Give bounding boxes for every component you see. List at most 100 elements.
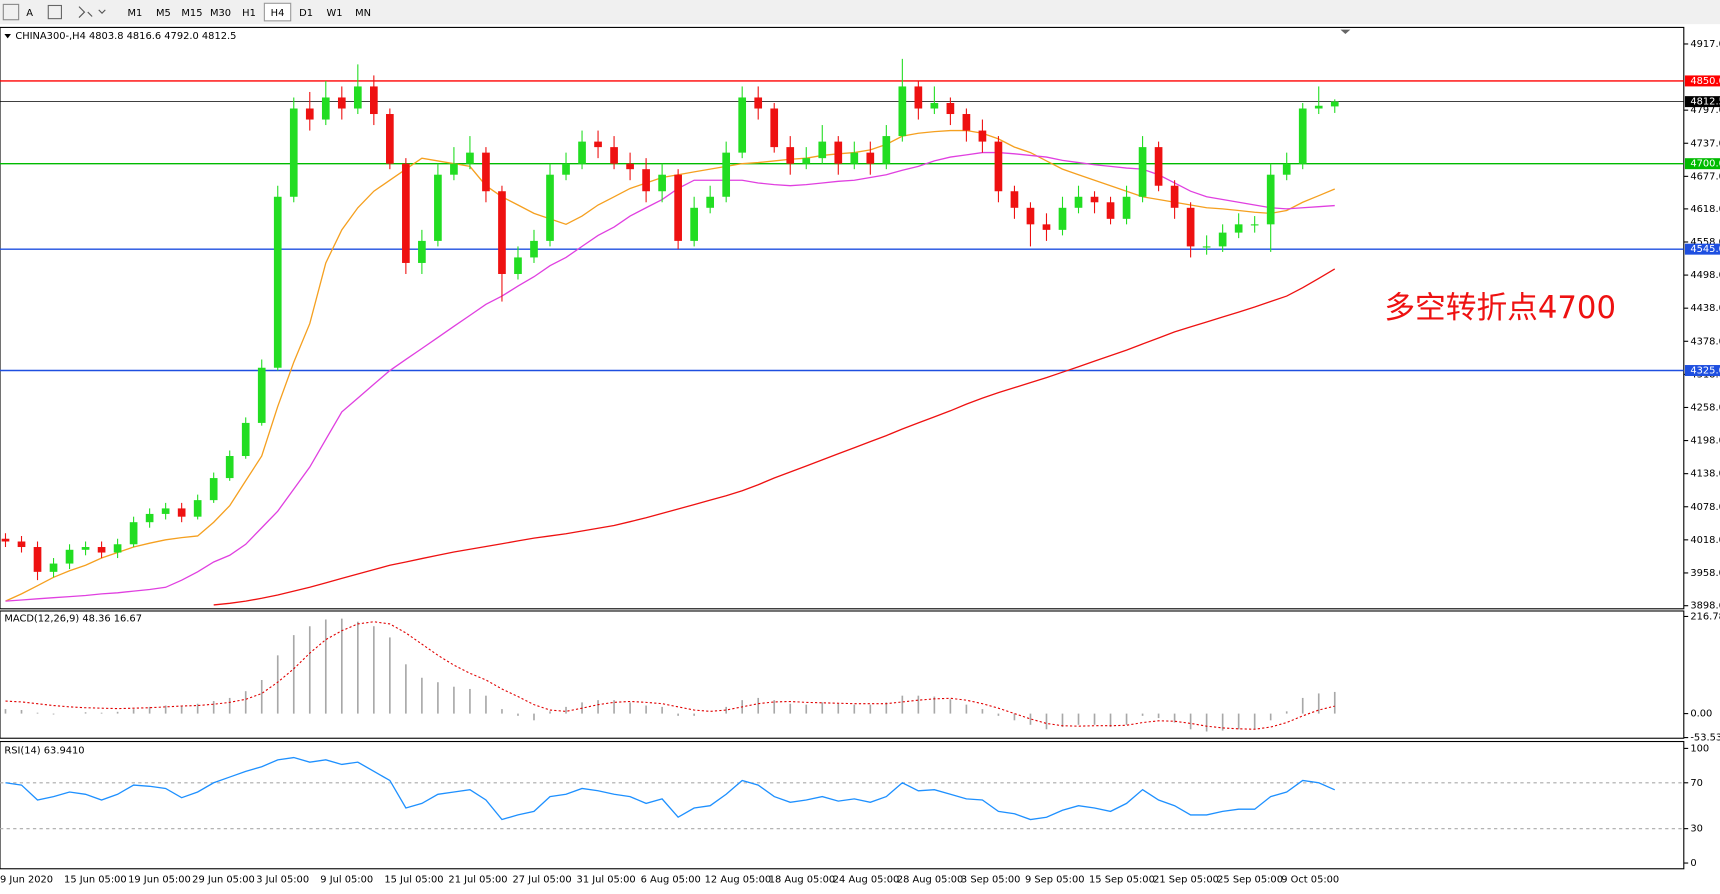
timeframe-button[interactable] bbox=[349, 3, 377, 21]
candle-body bbox=[1042, 224, 1051, 230]
candle-body bbox=[530, 240, 538, 258]
y-tick-label: 4737.0 bbox=[1690, 138, 1720, 149]
y-tick-label: 4797.0 bbox=[1690, 105, 1720, 116]
y-tick-label: -53.53 bbox=[1690, 733, 1720, 744]
candle-body bbox=[353, 86, 362, 109]
candle-body bbox=[706, 196, 714, 208]
timeframe-button[interactable] bbox=[292, 3, 320, 21]
candle-body bbox=[1026, 207, 1035, 225]
timeframe-button[interactable] bbox=[178, 3, 206, 21]
y-tick-label: 4018.0 bbox=[1690, 535, 1720, 546]
candle-body bbox=[402, 163, 410, 263]
x-tick-label: 9 Oct 05:00 bbox=[1281, 875, 1339, 886]
candle-body bbox=[450, 163, 458, 175]
candle-body bbox=[81, 547, 90, 550]
candle-body bbox=[626, 163, 634, 170]
candle-body bbox=[33, 547, 42, 572]
candle-body bbox=[321, 97, 330, 120]
moving-average bbox=[5, 129, 1336, 602]
macd-title: MACD(12,26,9) 48.36 16.67 bbox=[4, 614, 142, 625]
candle-body bbox=[17, 541, 26, 548]
timeframe-button[interactable] bbox=[121, 3, 149, 21]
y-tick-label: 4078.0 bbox=[1690, 502, 1720, 513]
x-tick-label: 31 Jul 05:00 bbox=[577, 875, 636, 886]
timeframe-button[interactable] bbox=[235, 3, 263, 21]
timeframe-label[interactable]: H4 bbox=[271, 8, 285, 19]
candle-body bbox=[1122, 196, 1131, 219]
timeframe-button[interactable] bbox=[207, 3, 234, 21]
price-tag bbox=[1684, 96, 1720, 108]
price-tag-label: 4812.5 bbox=[1690, 97, 1720, 108]
candle-body bbox=[946, 102, 955, 115]
candle-body bbox=[802, 158, 811, 164]
candle-body bbox=[1138, 147, 1147, 197]
candle-body bbox=[1186, 207, 1195, 247]
timeframe-label[interactable]: M1 bbox=[128, 8, 143, 19]
timeframe-button[interactable] bbox=[150, 3, 177, 21]
x-tick-label: 27 Jul 05:00 bbox=[512, 875, 571, 886]
price-tag bbox=[1684, 75, 1720, 87]
x-tick-label: 3 Jul 05:00 bbox=[256, 875, 309, 886]
annotation: 多空转折点4700 bbox=[1384, 290, 1616, 326]
candle-body bbox=[786, 147, 795, 164]
candle-body bbox=[1090, 196, 1099, 203]
candle-body bbox=[1170, 185, 1179, 208]
label-tool[interactable] bbox=[47, 4, 62, 20]
x-tick-label: 24 Aug 05:00 bbox=[833, 875, 899, 886]
candle-body bbox=[113, 544, 122, 553]
candle-body bbox=[850, 152, 859, 164]
candle-body bbox=[1250, 224, 1259, 226]
timeframe-label[interactable]: MN bbox=[355, 8, 371, 19]
y-tick-label: 4558.0 bbox=[1690, 237, 1720, 248]
candle-body bbox=[594, 141, 602, 148]
candle-body bbox=[818, 141, 827, 159]
candle-body bbox=[754, 97, 763, 109]
chart-title: CHINA300-,H4 4803.8 4816.6 4792.0 4812.5 bbox=[15, 31, 236, 42]
timeframe-label[interactable]: M5 bbox=[156, 8, 171, 19]
y-tick-label: 4378.0 bbox=[1690, 336, 1720, 347]
candle-body bbox=[674, 174, 682, 241]
candle-body bbox=[610, 147, 618, 164]
y-tick-label: 4258.0 bbox=[1690, 402, 1720, 413]
candle-body bbox=[834, 141, 843, 164]
text-tool[interactable]: A bbox=[26, 8, 33, 19]
x-tick-label: 9 Sep 05:00 bbox=[1025, 875, 1085, 886]
candle-body bbox=[690, 207, 698, 241]
timeframe-label[interactable]: W1 bbox=[327, 8, 343, 19]
x-tick-label: 9 Jun 2020 bbox=[0, 875, 53, 886]
crosshair-tool[interactable] bbox=[2, 3, 20, 21]
candle-body bbox=[1234, 224, 1243, 233]
x-tick-label: 18 Aug 05:00 bbox=[769, 875, 835, 886]
candle-body bbox=[562, 163, 570, 175]
price-tag bbox=[1684, 158, 1720, 170]
candle-body bbox=[97, 547, 106, 553]
timeframe-button[interactable] bbox=[321, 3, 348, 21]
y-tick-label: 4677.0 bbox=[1690, 171, 1720, 182]
candle-body bbox=[370, 86, 378, 115]
x-tick-label: 21 Jul 05:00 bbox=[448, 875, 507, 886]
x-tick-label: 9 Jul 05:00 bbox=[320, 875, 373, 886]
x-tick-label: 19 Jun 05:00 bbox=[128, 875, 191, 886]
timeframe-label[interactable]: M30 bbox=[210, 8, 231, 19]
timeframe-label[interactable]: D1 bbox=[299, 8, 313, 19]
candle-body bbox=[994, 141, 1003, 192]
timeframe-button[interactable] bbox=[263, 2, 292, 22]
x-tick-label: 21 Sep 05:00 bbox=[1153, 875, 1219, 886]
candle-body bbox=[49, 563, 58, 572]
timeframe-label[interactable]: M15 bbox=[181, 8, 202, 19]
candle-body bbox=[466, 152, 474, 164]
x-tick-label: 29 Jun 05:00 bbox=[192, 875, 255, 886]
candle-body bbox=[1266, 174, 1275, 225]
candle-body bbox=[578, 141, 586, 164]
shapes-tool[interactable] bbox=[78, 6, 106, 18]
candle-body bbox=[1058, 207, 1067, 230]
moving-average bbox=[5, 151, 1335, 602]
candle-body bbox=[1074, 196, 1083, 208]
timeframe-label[interactable]: H1 bbox=[242, 8, 256, 19]
price-tag-label: 4545.0 bbox=[1690, 244, 1720, 255]
candle-body bbox=[498, 191, 506, 274]
moving-average bbox=[213, 268, 1336, 606]
y-tick-label: 4198.0 bbox=[1690, 436, 1720, 447]
